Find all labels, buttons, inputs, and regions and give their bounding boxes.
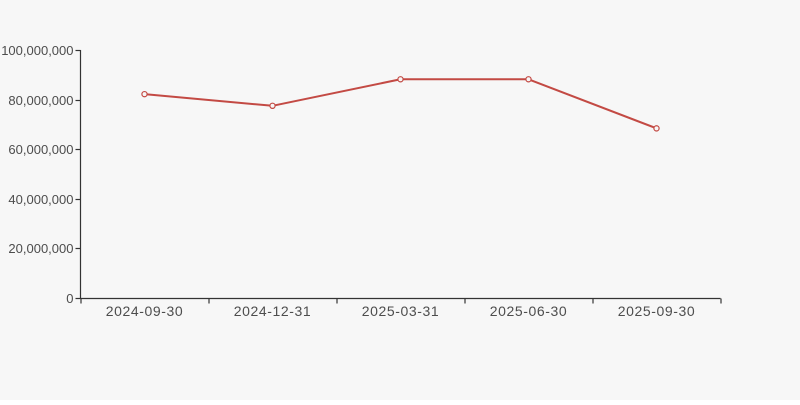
data-point-marker[interactable] xyxy=(525,76,532,83)
series-line xyxy=(143,78,658,130)
y-axis-tick-label: 0 xyxy=(66,291,73,306)
data-point-marker[interactable] xyxy=(397,76,404,83)
data-point-marker[interactable] xyxy=(141,90,148,98)
y-axis-tick-label: 80,000,000 xyxy=(8,93,73,108)
x-axis-category-label: 2025-09-30 xyxy=(618,303,696,319)
y-axis-tick-label: 20,000,000 xyxy=(8,241,73,256)
x-axis-category-label: 2025-03-31 xyxy=(362,303,440,319)
data-point-marker[interactable] xyxy=(269,102,276,110)
y-axis-tick-label: 40,000,000 xyxy=(8,192,73,207)
data-point-marker[interactable] xyxy=(653,125,660,132)
line-series xyxy=(141,76,660,132)
x-axis-category-label: 2025-06-30 xyxy=(490,303,568,319)
y-axis-tick-label: 60,000,000 xyxy=(8,142,73,157)
x-axis-category-label: 2024-12-31 xyxy=(234,303,312,319)
x-axis-category-label: 2024-09-30 xyxy=(106,303,184,319)
axes: 0 20,000,000 40,000,000 60,000,000 80,000,00… xyxy=(1,43,722,319)
y-axis-tick-label: 100,000,000 xyxy=(1,43,73,58)
